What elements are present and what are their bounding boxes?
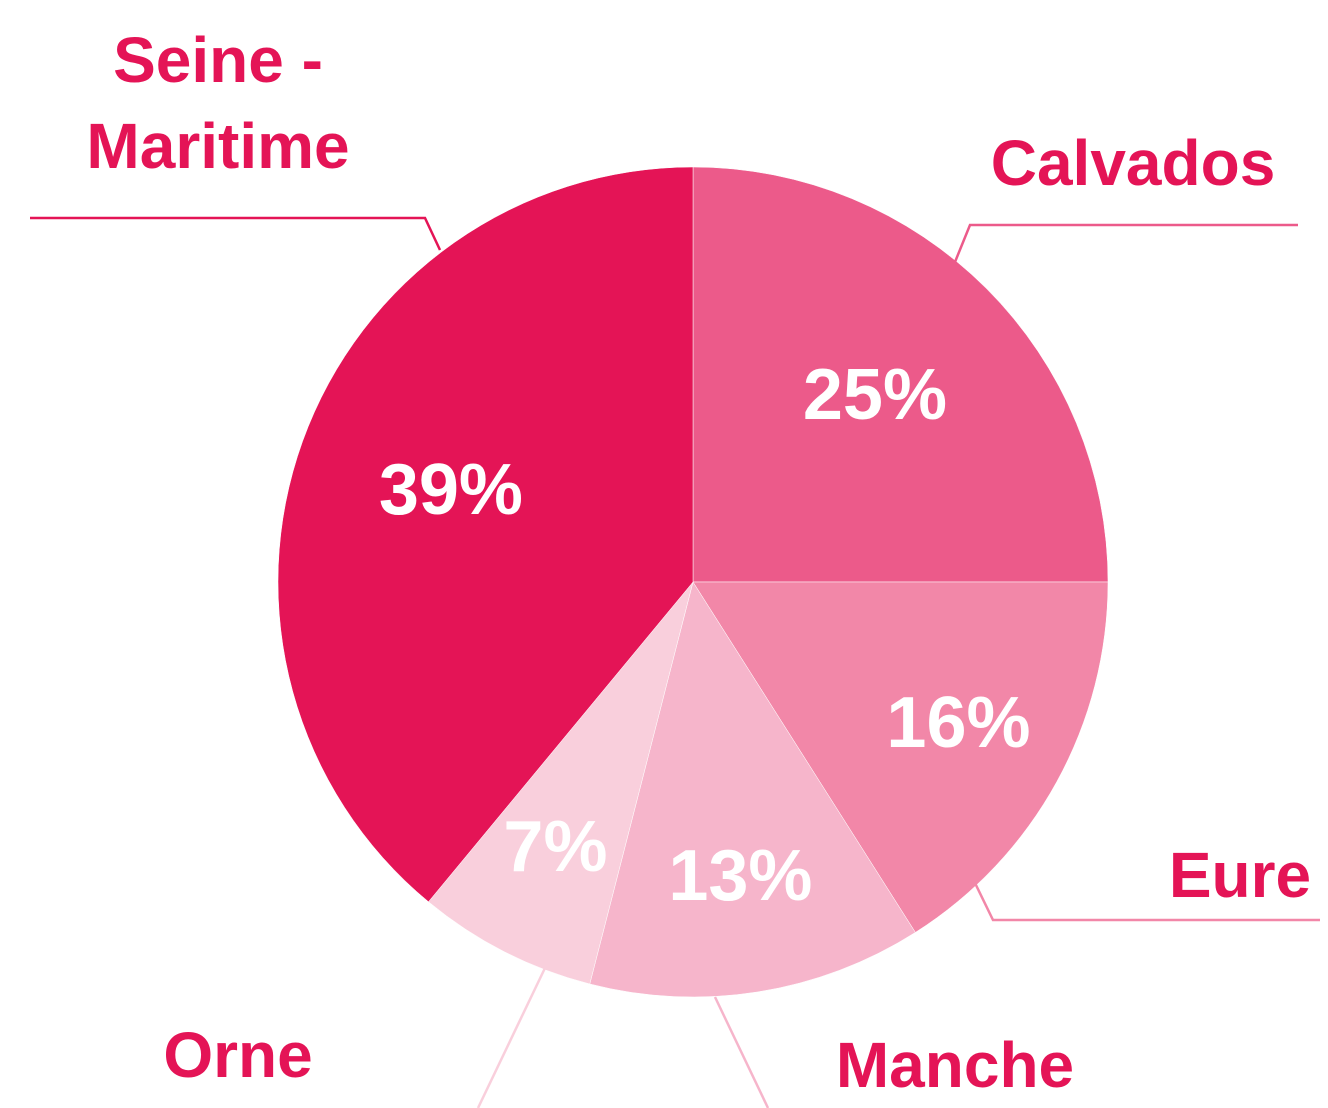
- leader-line: [30, 216, 442, 251]
- pie-slice: [428, 581, 694, 985]
- leader-line: [713, 996, 770, 1108]
- pie-slice: [589, 581, 916, 998]
- percent-label: 7%: [503, 807, 607, 887]
- percent-label: 25%: [803, 355, 947, 435]
- category-label: Calvados: [990, 127, 1276, 199]
- leader-line: [953, 223, 1298, 263]
- category-label: Seine - Maritime: [86, 24, 350, 182]
- pie-slice: [692, 166, 1109, 583]
- category-label: Manche: [835, 1029, 1075, 1101]
- leader-line: [476, 967, 547, 1108]
- leader-line: [973, 882, 1320, 922]
- percent-label: 16%: [886, 683, 1030, 763]
- percent-label: 39%: [379, 450, 523, 530]
- category-label: Orne: [163, 1019, 313, 1091]
- category-label: Eure: [1168, 839, 1312, 911]
- pie-slice: [692, 581, 1109, 933]
- percent-label: 13%: [668, 836, 812, 916]
- pie-slice: [277, 166, 694, 903]
